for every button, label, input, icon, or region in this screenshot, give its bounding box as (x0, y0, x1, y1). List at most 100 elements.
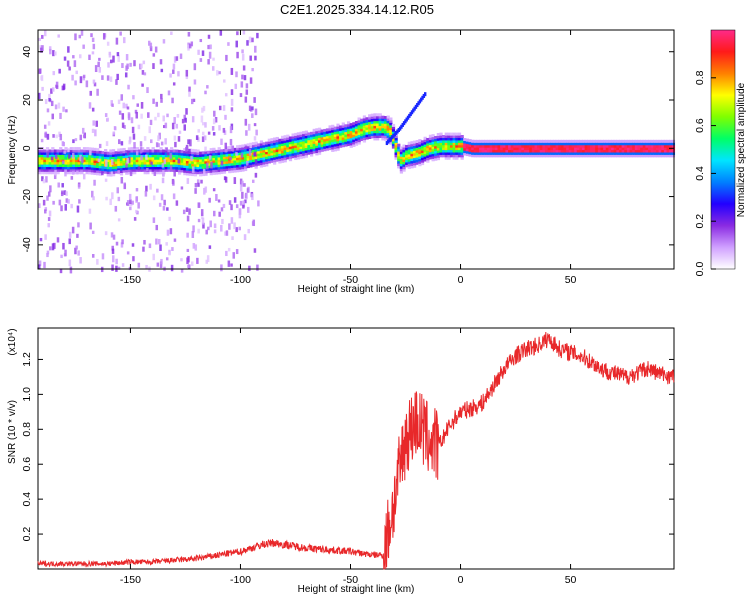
spectrogram-cell (521, 147, 525, 151)
spectrogram-cell (275, 141, 279, 145)
spectrogram-noise (207, 44, 210, 50)
spectrogram-cell (442, 142, 446, 146)
spectrogram-cell (344, 131, 348, 135)
spectrogram-cell (489, 147, 493, 151)
spectrogram-cell (286, 149, 290, 153)
spectrogram-cell (140, 166, 145, 170)
spectrogram-cell (304, 137, 308, 141)
spectrogram-cell (368, 128, 372, 132)
spectrogram-cell (140, 163, 145, 167)
spectrogram-cell (238, 159, 242, 163)
spectrogram-noise (134, 109, 138, 114)
spectrogram-cell (405, 161, 409, 165)
spectrogram-cell (328, 132, 332, 136)
spectrogram-cell (212, 152, 216, 156)
spectrogram-cell (405, 149, 409, 153)
spectrogram-cell (236, 147, 240, 151)
spectrogram-cell (626, 142, 631, 146)
spectrogram-cell (320, 129, 324, 133)
spectrogram-noise (168, 252, 171, 256)
spectrogram-cell (325, 135, 330, 139)
spectrogram-noise (127, 84, 130, 90)
spectrogram-noise (152, 98, 155, 104)
spectrogram-cell (98, 170, 102, 174)
spectrogram-x-tick-label: -100 (230, 274, 251, 286)
spectrogram-cell (552, 139, 557, 143)
spectrogram-cell (389, 129, 393, 133)
spectrogram-cell (476, 151, 480, 155)
spectrogram-cell (56, 171, 60, 175)
spectrogram-cell (61, 154, 66, 158)
spectrogram-cell (280, 150, 285, 154)
spectrogram-cell (618, 154, 623, 158)
spectrogram-cell (405, 154, 409, 158)
spectrogram-cell (180, 164, 184, 168)
spectrogram-cell (452, 137, 456, 141)
spectrogram-cell (597, 151, 602, 155)
spectrogram-cell (455, 135, 459, 139)
spectrogram-cell (376, 132, 380, 136)
spectrogram-cell (370, 113, 374, 117)
spectrogram-noise (225, 54, 228, 62)
spectrogram-cell (378, 118, 382, 122)
spectrogram-cell (238, 156, 242, 160)
spectrogram-noise (232, 252, 235, 259)
spectrogram-cell (286, 141, 290, 145)
spectrogram-cell (207, 167, 211, 171)
spectrogram-cell (317, 130, 322, 134)
spectrogram-noise (109, 198, 112, 206)
spectrogram-cell (632, 154, 636, 158)
spectrogram-cell (473, 139, 477, 143)
spectrogram-cell (270, 157, 274, 161)
spectrogram-cell (428, 141, 433, 145)
spectrogram-cell (365, 124, 369, 128)
spectrogram-cell (312, 131, 316, 135)
spectrogram-noise (218, 105, 222, 111)
spectrogram-cell (111, 170, 116, 174)
spectrogram-cell (494, 142, 499, 146)
spectrogram-cell (304, 149, 308, 153)
spectrogram-cell (500, 142, 504, 146)
spectrogram-cell (317, 151, 322, 155)
spectrogram-noise (149, 183, 152, 190)
spectrogram-cell (434, 157, 438, 161)
spectrogram-cell (146, 171, 150, 175)
spectrogram-cell (463, 145, 467, 149)
spectrogram-noise (109, 76, 113, 82)
spectrogram-cell (288, 146, 293, 150)
spectrogram-cell (463, 138, 467, 142)
spectrogram-cell (104, 168, 108, 172)
spectrogram-cell (209, 160, 213, 164)
spectrogram-cell (373, 135, 377, 139)
spectrogram-cell (473, 151, 477, 155)
spectrogram-cell (259, 157, 264, 161)
spectrogram-cell (505, 149, 509, 153)
spectrogram-cell (315, 128, 319, 132)
spectrogram-cell (666, 139, 670, 143)
spectrogram-cell (188, 170, 192, 174)
spectrogram-noise (48, 210, 52, 217)
spectrogram-cell (402, 151, 406, 155)
spectrogram-cell (228, 146, 232, 150)
spectrogram-noise (76, 170, 79, 175)
spectrogram-cell (436, 157, 441, 161)
spectrogram-cell (471, 144, 475, 148)
spectrogram-cell (481, 149, 485, 153)
spectrogram-cell (243, 153, 248, 157)
spectrogram-cell (618, 149, 623, 153)
spectrogram-cell (634, 149, 639, 153)
spectrogram-cell (333, 131, 338, 135)
spectrogram-cell (257, 160, 261, 164)
spectrogram-cell (444, 149, 448, 153)
spectrogram-noise (130, 117, 134, 124)
spectrogram-cell (352, 136, 356, 140)
spectrogram-cell (175, 154, 179, 158)
spectrogram-noise (212, 132, 216, 136)
spectrogram-cell (500, 147, 504, 151)
spectrogram-cell (317, 146, 322, 151)
spectrogram-noise (98, 143, 102, 149)
spectrogram-noise (171, 97, 174, 104)
spectrogram-cell (344, 136, 348, 140)
spectrogram-cell (471, 149, 475, 153)
spectrogram-cell (38, 168, 42, 172)
